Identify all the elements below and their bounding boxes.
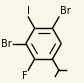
Text: I: I: [27, 6, 30, 16]
Text: Br: Br: [1, 39, 12, 49]
Text: Br: Br: [60, 6, 70, 16]
Text: F: F: [22, 71, 27, 81]
